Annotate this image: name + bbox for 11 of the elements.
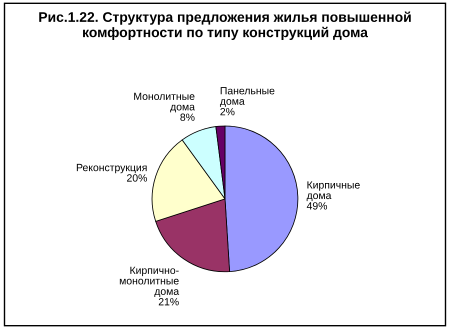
slice-label: Кирпично-монолитные дома — [120, 266, 180, 297]
data-label: 20% — [127, 174, 147, 182]
slice-label: Монолитные дома — [134, 92, 195, 112]
data-label: 21% — [158, 298, 179, 306]
data-label: 49% — [306, 202, 328, 210]
slice-label: Реконструкция — [76, 164, 147, 174]
data-label: 2% — [220, 108, 235, 116]
data-label: 8% — [180, 114, 195, 121]
chart-title: Рис.1.22. Структура предложения жилья повышенной комфортности по типу конструкций дома — [39, 12, 411, 40]
slice-label: Кирпичные дома — [306, 181, 360, 202]
slice-label: Панельные дома — [220, 87, 274, 107]
